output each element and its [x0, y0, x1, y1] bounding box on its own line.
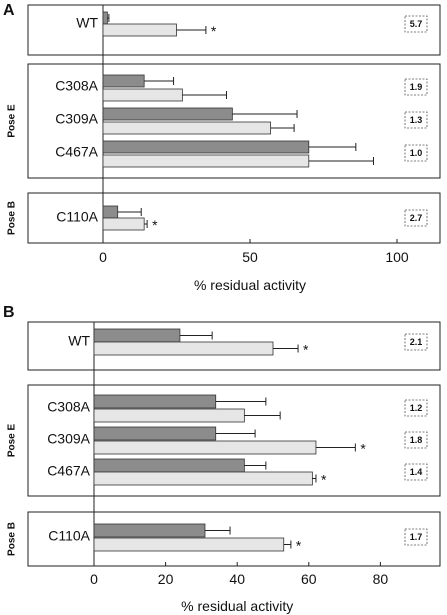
panel-b-significance-star: * — [360, 441, 366, 457]
panel-b-group-box — [27, 384, 441, 497]
panel-b-significance-star: * — [321, 472, 327, 488]
panel-b-ratio-value: 2.1 — [410, 337, 423, 347]
panel-b-bar — [93, 537, 285, 552]
panel-b-row-label: C309A — [47, 431, 90, 447]
panel-b-bar — [93, 394, 217, 409]
panel-a-letter: A — [3, 2, 15, 19]
panel-b-group-label: Pose B — [7, 522, 18, 556]
panel-b-ratio-value: 1.2 — [410, 403, 423, 413]
panel-a-x-tick-label: 0 — [99, 249, 107, 265]
panel-b-letter: B — [3, 304, 15, 321]
panel-a-x-axis-label: % residual activity — [194, 277, 306, 293]
panel-a-row-label: C467A — [55, 144, 98, 160]
panel-b-bar — [93, 426, 217, 441]
panel-a-bar — [102, 121, 271, 135]
panel-b-bar — [93, 440, 317, 455]
panel-b-bar — [93, 471, 313, 486]
panel-a-bar — [102, 154, 310, 168]
panel-a-bar — [102, 217, 145, 231]
panel-a-ratio-box — [404, 144, 428, 162]
panel-b-x-tick-label: 40 — [229, 571, 245, 587]
panel-b-row-label: C308A — [47, 399, 90, 415]
panel-b-x-tick-label: 80 — [373, 571, 389, 587]
panel-a-x-tick-label: 50 — [242, 249, 258, 265]
panel-b-ratio-box — [404, 463, 428, 481]
panel-b-group-box — [27, 511, 441, 567]
panel-b-x-tick-label: 20 — [158, 571, 174, 587]
panel-a-bar — [102, 205, 119, 219]
panel-b-x-tick-label: 0 — [90, 571, 98, 587]
panel-a-group-label: Pose E — [7, 104, 18, 138]
panel-a-ratio-box — [404, 209, 428, 227]
panel-b-bar — [93, 458, 245, 473]
panel-a-ratio-value: 1.3 — [410, 115, 423, 125]
panel-b-ratio-value: 1.4 — [410, 467, 423, 477]
panel-b-ratio-box — [404, 528, 428, 546]
panel-a-row-label: C309A — [55, 111, 98, 127]
panel-b-bar — [93, 408, 245, 423]
panel-b-row-label: C467A — [47, 463, 90, 479]
panel-a-row-label: C110A — [56, 209, 98, 225]
panel-b-ratio-value: 1.7 — [410, 532, 423, 542]
panel-a-significance-star: * — [152, 217, 158, 233]
panel-a-bar — [102, 74, 145, 88]
panel-a-ratio-box — [404, 111, 428, 129]
panel-b-bar — [93, 523, 206, 538]
panel-a-row-label: WT — [76, 15, 98, 31]
panel-a-ratio-box — [404, 15, 428, 33]
panel-b-ratio-box — [404, 431, 428, 449]
panel-a-bar — [102, 107, 233, 121]
panel-a-x-tick-label: 100 — [385, 249, 409, 265]
panel-a-ratio-box — [404, 78, 428, 96]
panel-b-bar — [93, 328, 181, 343]
panel-b-ratio-box — [404, 399, 428, 417]
panel-a-row-label: C308A — [55, 78, 98, 94]
panel-a-bar — [102, 88, 183, 102]
panel-a-ratio-value: 2.7 — [410, 213, 423, 223]
panel-b-significance-star: * — [303, 342, 309, 358]
panel-a-ratio-value: 1.0 — [410, 148, 423, 158]
panel-b-group-box — [27, 321, 441, 371]
panel-b-x-axis-label: % residual activity — [181, 598, 293, 614]
panel-a-group-box — [27, 192, 441, 244]
panel-b-ratio-box — [404, 333, 428, 351]
panel-b-bar — [93, 341, 274, 356]
panel-b-row-label: C110A — [48, 528, 90, 544]
panel-b-x-tick-label: 60 — [301, 571, 317, 587]
panel-a-group-box — [27, 4, 441, 56]
panel-a-significance-star: * — [211, 23, 217, 39]
panel-b-ratio-value: 1.8 — [410, 435, 423, 445]
panel-a-group-label: Pose B — [7, 201, 18, 235]
panel-a-group-box — [27, 63, 441, 179]
panel-b-significance-star: * — [296, 538, 302, 554]
panel-a-ratio-value: 1.9 — [410, 82, 423, 92]
panel-a-bar — [102, 11, 108, 25]
panel-a-bar — [102, 140, 310, 154]
panel-a-ratio-value: 5.7 — [410, 19, 423, 29]
panel-b-row-label: WT — [68, 333, 90, 349]
panel-b-group-label: Pose E — [7, 424, 18, 458]
panel-a-bar — [102, 23, 177, 37]
